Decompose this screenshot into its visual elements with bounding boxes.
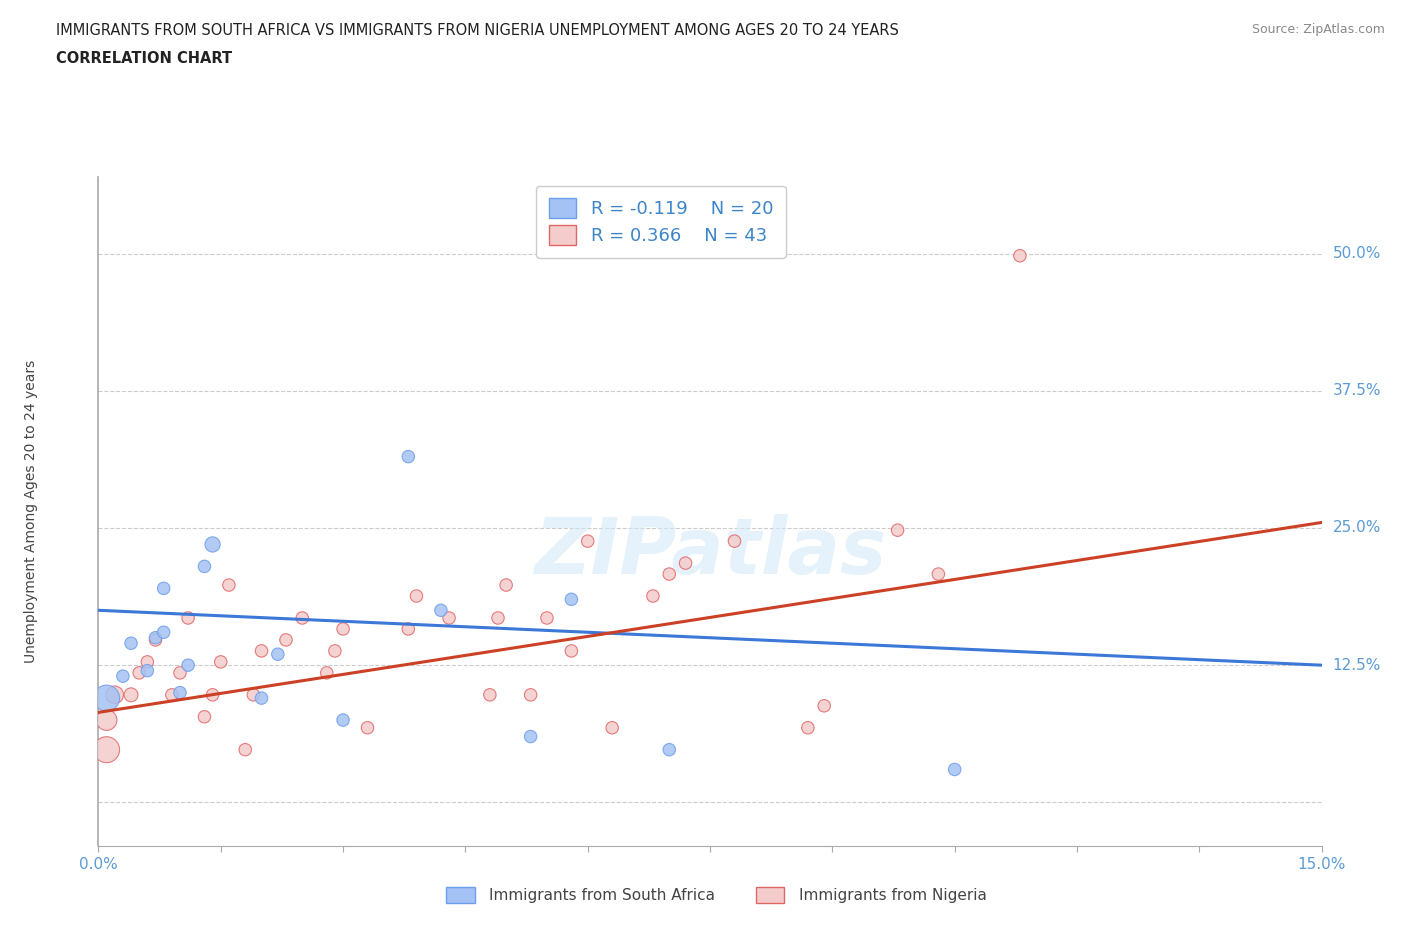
Point (1008, 248, 1031, 263)
Point (405, 589, 427, 604)
Point (315, 666, 337, 681)
Point (641, 589, 664, 604)
Bar (447, 887, 475, 903)
Point (332, 712, 354, 727)
Point (519, 729, 541, 744)
Text: 37.5%: 37.5% (1333, 383, 1381, 398)
Point (96, 691, 118, 706)
Point (128, 666, 150, 681)
Point (291, 610, 314, 625)
Text: Immigrants from South Africa: Immigrants from South Africa (489, 888, 716, 903)
Point (943, 762, 966, 777)
Point (136, 663, 159, 678)
Point (274, 632, 297, 647)
Point (233, 742, 256, 757)
Point (813, 698, 835, 713)
Point (519, 687, 541, 702)
Point (323, 644, 346, 658)
Point (160, 687, 183, 702)
Point (169, 685, 191, 700)
Point (96, 712, 118, 727)
Legend: R = -0.119    N = 20, R = 0.366    N = 43: R = -0.119 N = 20, R = 0.366 N = 43 (537, 186, 786, 258)
Point (495, 578, 517, 592)
Point (120, 687, 142, 702)
Point (250, 644, 273, 658)
Point (136, 655, 159, 670)
Point (600, 721, 623, 736)
Point (193, 710, 215, 724)
Text: 25.0%: 25.0% (1333, 521, 1381, 536)
Text: IMMIGRANTS FROM SOUTH AFRICA VS IMMIGRANTS FROM NIGERIA UNEMPLOYMENT AMONG AGES : IMMIGRANTS FROM SOUTH AFRICA VS IMMIGRAN… (56, 23, 898, 38)
Point (120, 636, 142, 651)
Point (560, 591, 582, 606)
Point (797, 721, 820, 736)
Text: CORRELATION CHART: CORRELATION CHART (56, 51, 232, 66)
Point (152, 625, 174, 640)
Point (430, 603, 453, 618)
Point (242, 687, 264, 702)
Point (152, 581, 174, 596)
Text: Source: ZipAtlas.com: Source: ZipAtlas.com (1251, 23, 1385, 36)
Point (576, 534, 599, 549)
Point (332, 621, 354, 636)
Point (104, 687, 127, 702)
Point (145, 631, 167, 645)
Text: ZIPatlas: ZIPatlas (534, 513, 886, 590)
Point (96, 742, 118, 757)
Point (723, 534, 745, 549)
Point (886, 523, 908, 538)
Point (486, 610, 509, 625)
Point (177, 610, 200, 625)
Text: Unemployment Among Ages 20 to 24 years: Unemployment Among Ages 20 to 24 years (24, 360, 38, 663)
Point (437, 610, 460, 625)
Point (267, 646, 290, 661)
Point (560, 644, 582, 658)
Point (201, 687, 224, 702)
Point (396, 621, 419, 636)
Text: 50.0%: 50.0% (1333, 246, 1381, 261)
Point (169, 666, 191, 681)
Point (675, 555, 697, 570)
Point (658, 742, 681, 757)
Point (396, 449, 419, 464)
Bar (756, 887, 785, 903)
Point (356, 721, 378, 736)
Point (658, 566, 681, 581)
Point (209, 655, 232, 670)
Point (177, 658, 200, 672)
Point (536, 610, 558, 625)
Text: 12.5%: 12.5% (1333, 658, 1381, 672)
Point (193, 559, 215, 574)
Point (250, 691, 273, 706)
Point (478, 687, 501, 702)
Point (145, 632, 167, 647)
Text: Immigrants from Nigeria: Immigrants from Nigeria (799, 888, 987, 903)
Point (927, 566, 949, 581)
Point (111, 669, 134, 684)
Point (201, 537, 224, 551)
Point (218, 578, 240, 592)
